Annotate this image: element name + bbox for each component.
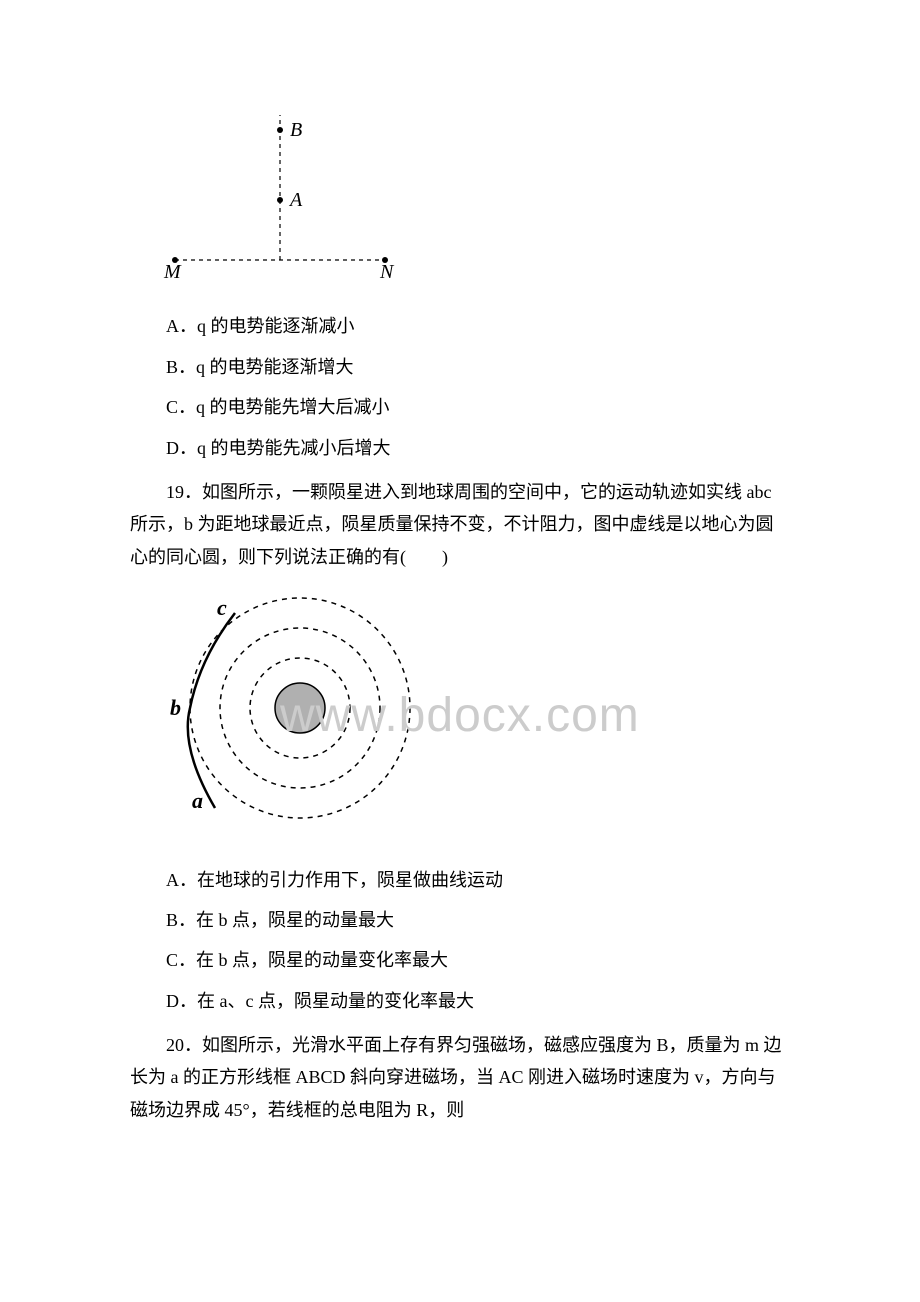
q19-option-d: D．在 a、c 点，陨星动量的变化率最大 [166, 985, 790, 1017]
q19-option-a: A．在地球的引力作用下，陨星做曲线运动 [166, 864, 790, 896]
q18-option-b: B．q 的电势能逐渐增大 [166, 351, 790, 383]
q19-option-b: B．在 b 点，陨星的动量最大 [166, 904, 790, 936]
q18-option-c: C．q 的电势能先增大后减小 [166, 391, 790, 423]
label-N: N [379, 261, 395, 280]
label-A: A [288, 189, 303, 211]
figure-18: M N A B [160, 100, 790, 290]
label-B: B [290, 119, 302, 141]
fig18-svg: M N A B [160, 100, 400, 280]
q19-text: 19．如图所示，一颗陨星进入到地球周围的空间中，它的运动轨迹如实线 abc 所示… [130, 476, 790, 573]
q19-option-c: C．在 b 点，陨星的动量变化率最大 [166, 944, 790, 976]
label-c: c [217, 595, 227, 620]
q18-option-a: A．q 的电势能逐渐减小 [166, 310, 790, 342]
label-a: a [192, 788, 203, 813]
label-M: M [163, 261, 182, 280]
label-b: b [170, 695, 181, 720]
figure-19: a b c [160, 583, 790, 843]
fig19-svg: a b c [160, 583, 420, 833]
q20-text: 20．如图所示，光滑水平面上存有界匀强磁场，磁感应强度为 B，质量为 m 边长为… [130, 1029, 790, 1126]
q18-option-d: D．q 的电势能先减小后增大 [166, 432, 790, 464]
